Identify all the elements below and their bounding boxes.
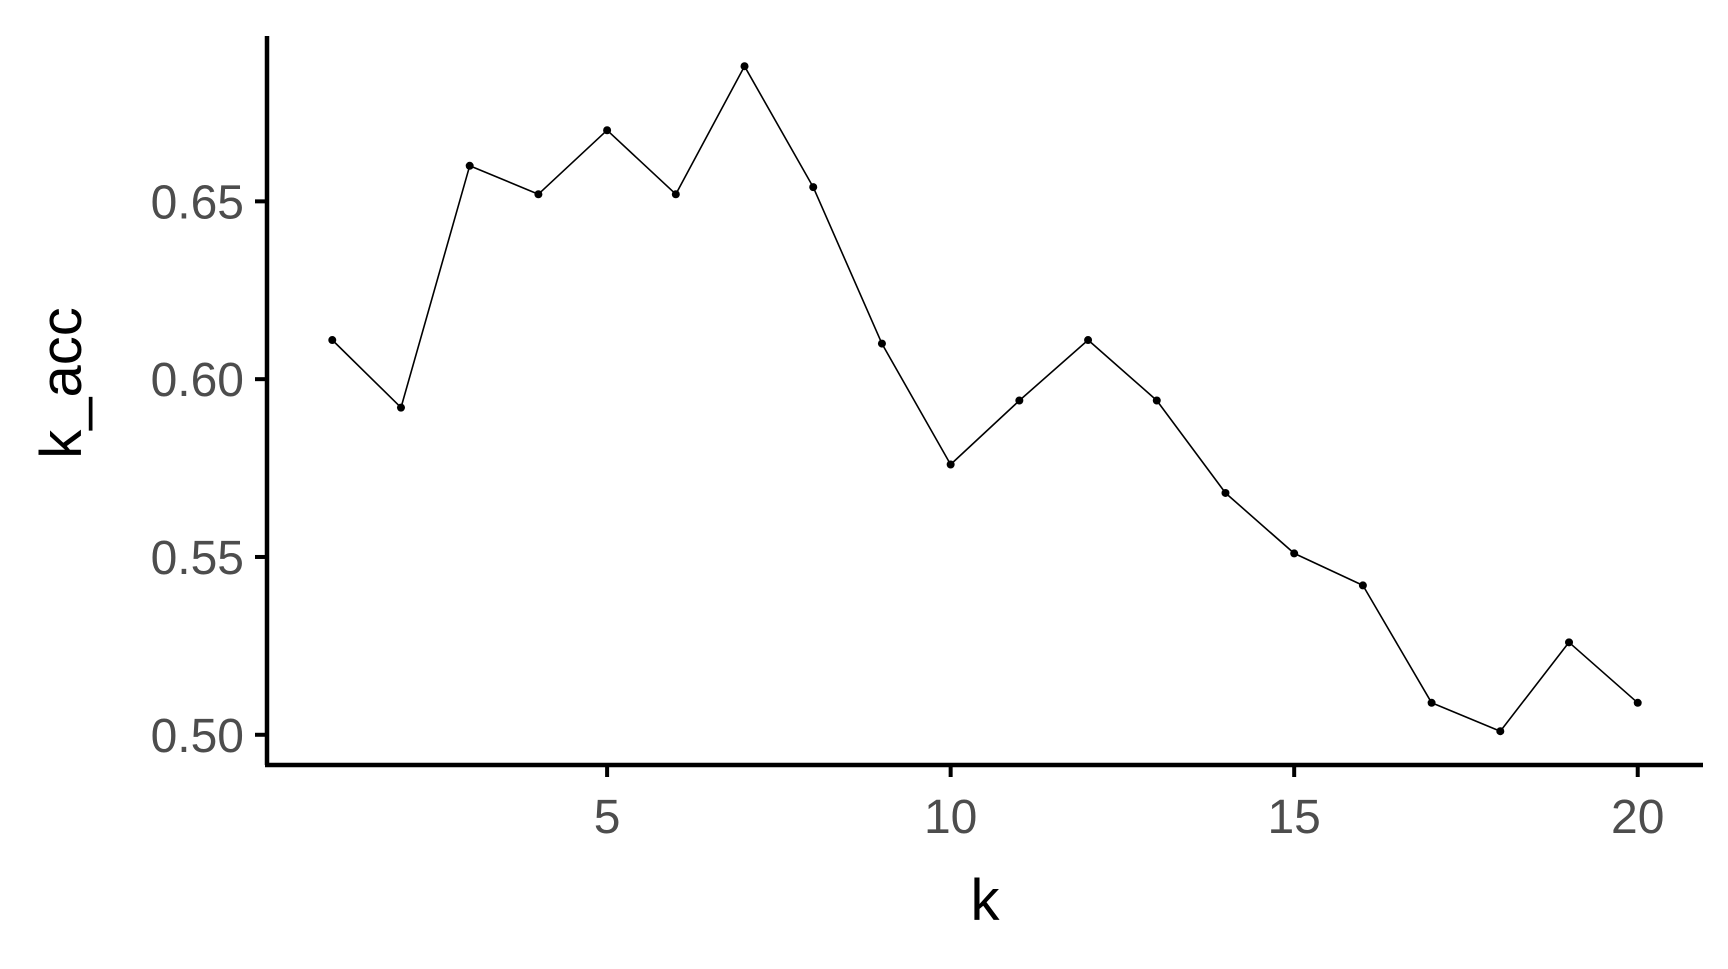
x-tick-label: 15 [1267,791,1320,844]
data-point [1633,698,1642,707]
data-point [328,336,337,345]
data-point [1358,581,1367,590]
y-tick-label: 0.65 [151,176,244,229]
y-tick-label: 0.50 [151,710,244,763]
series-layer [328,62,1642,736]
y-tick-label: 0.55 [151,532,244,585]
data-point [1084,336,1093,345]
data-point [1221,488,1230,497]
data-point [946,460,955,469]
series-line [331,65,1639,733]
y-axis-title: k_acc [29,307,94,459]
data-point [1427,698,1436,707]
data-point [396,403,405,412]
x-axis-title: k [971,868,1001,933]
data-point [465,161,474,170]
data-point [809,183,818,192]
data-point [671,190,680,199]
x-tick-label: 5 [594,791,621,844]
x-tick-label: 20 [1611,791,1664,844]
y-tick-label: 0.60 [151,354,244,407]
data-point [1496,727,1505,736]
data-point [1290,549,1299,558]
data-point [1565,638,1574,647]
axes-layer [264,36,1703,768]
data-point [603,126,612,135]
data-point [1152,396,1161,405]
ticks-layer: 5 10 15 20 0.50 0.55 0.60 0.65 [151,176,1665,844]
x-tick-label: 10 [924,791,977,844]
data-point [1015,396,1024,405]
data-point [534,190,543,199]
data-point [877,339,886,348]
data-point [740,62,749,71]
